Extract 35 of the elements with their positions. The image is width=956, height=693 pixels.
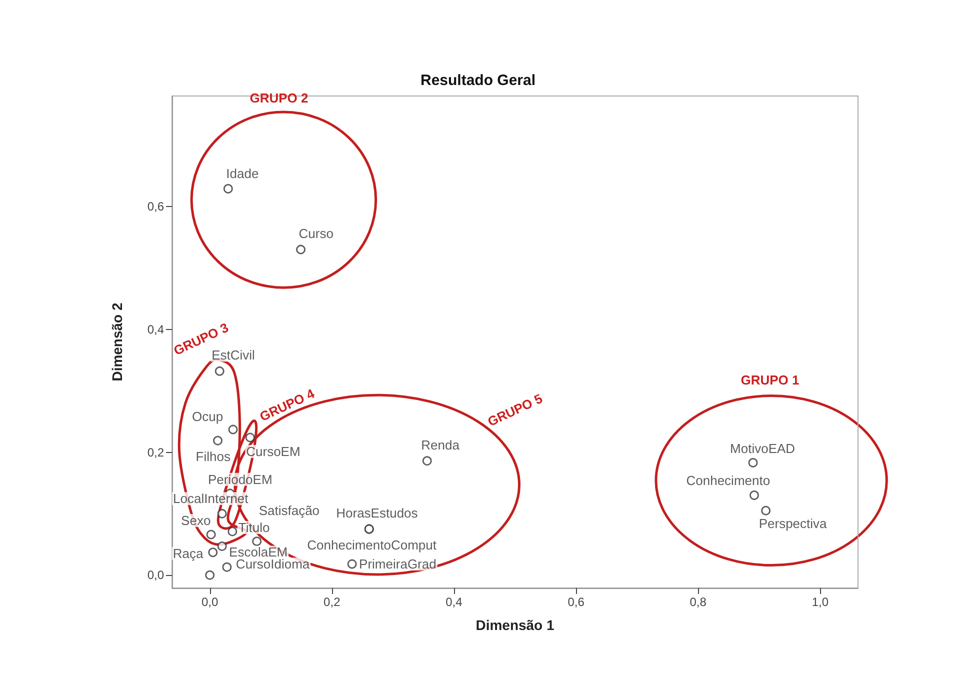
- annotation: GRUPO 2: [250, 90, 308, 106]
- x-axis-title: Dimensão 1: [476, 617, 555, 633]
- x-tick-label: 1,0: [812, 595, 829, 609]
- y-tick-label: 0,2: [147, 445, 164, 460]
- x-tick-label: 0,8: [690, 595, 707, 609]
- annotation: GRUPO 1: [740, 372, 800, 388]
- y-tick-label: 0,4: [147, 322, 164, 336]
- y-axis-title: Dimensão 2: [109, 302, 125, 382]
- series-label: Sexo: [181, 513, 211, 528]
- series-label: Filhos: [196, 449, 231, 464]
- x-tick-label: 0,6: [568, 595, 585, 609]
- series-label: Satisfação: [258, 502, 320, 518]
- series-label: LocalInternet: [173, 491, 249, 506]
- series-label: Perspectiva: [758, 516, 828, 532]
- y-tick-label: 0,0: [147, 568, 164, 582]
- series-label: MotivoEAD: [730, 441, 796, 456]
- series-label: Titulo: [238, 520, 270, 535]
- series-label: HorasEstudos: [336, 506, 418, 521]
- series-label: CursoEM: [246, 444, 300, 460]
- x-tick-label: 0,4: [446, 595, 463, 609]
- series-label: PeriodoEM: [208, 472, 272, 487]
- series-label: Ocup: [192, 409, 224, 424]
- series-label: Idade: [226, 166, 259, 182]
- x-tick-label: 0,0: [201, 595, 219, 609]
- x-tick-label: 0,2: [324, 595, 341, 609]
- series-label: ConhecimentoComput: [307, 538, 437, 553]
- series-label: Renda: [421, 437, 460, 452]
- series-label: Raça: [172, 546, 204, 561]
- series-label: PrimeiraGrad: [359, 556, 436, 572]
- y-tick-label: 0,6: [147, 200, 164, 214]
- chart-title: Resultado Geral: [420, 72, 536, 89]
- series-label: Curso: [298, 226, 334, 242]
- series-label: CursoIdioma: [236, 556, 310, 572]
- series-label: Conhecimento: [686, 472, 770, 488]
- series-label: EscolaEM: [229, 544, 288, 560]
